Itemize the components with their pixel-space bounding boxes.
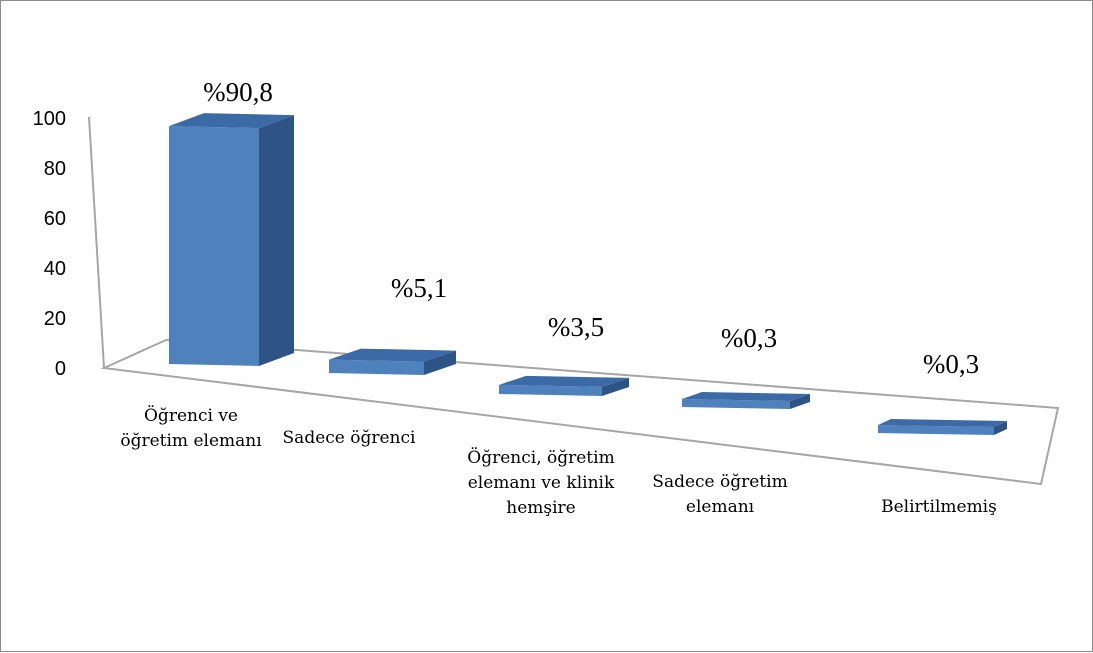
category-label: Belirtilmemiş (881, 497, 997, 517)
bar-side-1 (424, 350, 456, 375)
data-label: %0,3 (721, 323, 777, 353)
bar-top-2 (499, 375, 629, 387)
category-label-line: Öğrenci ve (144, 405, 238, 426)
bar-front-1 (329, 359, 424, 375)
category-label-line: hemşire (506, 498, 575, 518)
bar-front-2 (499, 384, 602, 396)
category-label: Sadece öğretim elemanı (652, 472, 787, 517)
y-tick-label: 60 (44, 208, 66, 230)
bar-side-0 (259, 115, 294, 366)
category-label: Öğrenci ve öğretim elemanı (120, 405, 262, 451)
category-label-line: Sadece öğretim (652, 472, 787, 492)
data-label: %90,8 (203, 77, 273, 107)
y-axis-line (88, 116, 105, 369)
bar-top-1 (329, 348, 456, 362)
category-label-line: Belirtilmemiş (881, 497, 997, 517)
bar-side-3 (790, 394, 810, 409)
category-label-line: Öğrenci, öğretim (467, 447, 614, 468)
bar-side-4 (994, 421, 1007, 435)
data-label: %3,5 (548, 312, 604, 342)
bar-top-3 (682, 392, 810, 401)
data-label: %0,3 (923, 349, 979, 379)
bar-top-0 (169, 113, 294, 129)
category-label: Öğrenci, öğretim elemanı ve klinik hemşire (467, 447, 615, 518)
bar-front-3 (682, 399, 790, 409)
y-tick-label: 0 (55, 358, 66, 380)
bar-front-0 (169, 126, 259, 366)
y-tick-label: 80 (44, 158, 66, 180)
bar-front-4 (878, 425, 994, 435)
category-label-line: Sadece öğrenci (283, 428, 416, 448)
data-label: %5,1 (391, 273, 447, 303)
chart-floor (100, 338, 1060, 486)
category-label-line: öğretim elemanı (120, 431, 262, 451)
category-label-line: elemanı (686, 497, 755, 517)
y-tick-label: 20 (44, 308, 66, 330)
category-label: Sadece öğrenci (283, 428, 416, 448)
category-label-line: elemanı ve klinik (468, 473, 615, 493)
y-tick-label: 40 (44, 258, 66, 280)
bar-top-4 (878, 419, 1007, 427)
y-tick-label: 100 (33, 108, 66, 130)
bar-side-2 (602, 377, 629, 396)
